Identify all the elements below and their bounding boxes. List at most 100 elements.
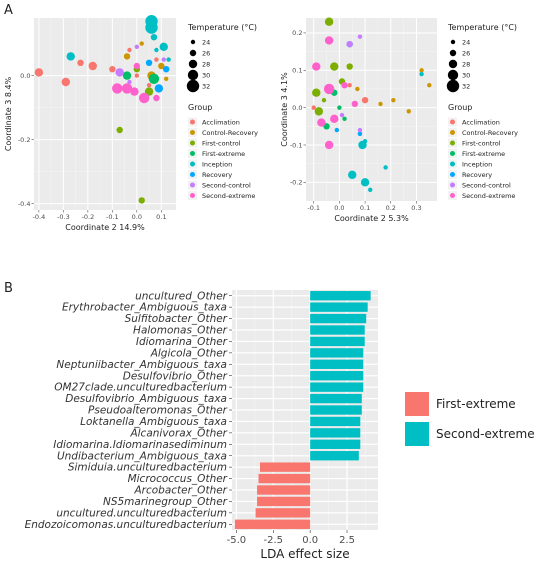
legend-size-key: [187, 69, 199, 81]
data-point: [116, 126, 123, 134]
data-point: [146, 83, 152, 88]
bar: [310, 393, 362, 404]
legend-swatch: [405, 392, 429, 416]
x-axis-title: LDA effect size: [260, 547, 349, 561]
legend-group-label: Recovery: [462, 171, 492, 179]
legend-color-key: [450, 161, 455, 167]
data-point: [77, 59, 84, 66]
bar: [310, 302, 368, 312]
data-point: [330, 62, 339, 71]
data-point: [357, 34, 363, 39]
data-point: [112, 83, 123, 94]
data-point: [66, 52, 75, 61]
bar: [257, 496, 311, 507]
legend-group-label: First-extreme: [462, 150, 505, 158]
legend-size-key: [189, 49, 197, 57]
bar: [310, 291, 371, 301]
category-label: Arcobacter_Other: [133, 485, 227, 497]
x-axis-title: Coordinate 2 14.9%: [65, 223, 145, 232]
legend-size-label: 24: [202, 38, 210, 46]
data-point: [34, 68, 44, 77]
data-point: [127, 79, 132, 85]
category-label: Halomonas_Other: [133, 325, 228, 337]
category-label: Algicola_Other: [150, 347, 228, 359]
legend-size-key: [450, 39, 456, 45]
panel-a-label: A: [4, 3, 13, 18]
legend-size-key: [449, 49, 457, 57]
legend-color-key: [190, 151, 195, 156]
data-point: [348, 170, 357, 180]
legend-a2: Temperature (°C) 24 26 28 30 32 Group Acclimati…: [446, 23, 518, 200]
data-point: [346, 40, 353, 48]
data-point: [419, 68, 424, 73]
bar: [258, 473, 311, 484]
legend-color-key: [450, 172, 455, 177]
data-point: [159, 42, 168, 51]
bar: [310, 313, 367, 324]
category-label: Neptuniibacter_Ambiguous_taxa: [56, 359, 227, 371]
data-point: [311, 105, 316, 110]
data-point: [321, 97, 327, 103]
panel-b-label: B: [4, 281, 13, 296]
legend-group-label: Second-control: [462, 181, 511, 189]
data-point: [154, 84, 164, 93]
legend-size-label: 26: [462, 49, 470, 57]
legend-label: First-extreme: [436, 397, 516, 411]
legend-color-key: [450, 119, 455, 125]
legend-group-label: Control-Recovery: [202, 129, 258, 137]
bar: [310, 439, 361, 449]
data-point: [166, 57, 171, 62]
x-tick-label: 0.0: [132, 213, 142, 221]
x-tick-label: -5.0: [227, 535, 247, 546]
data-point: [138, 92, 150, 104]
data-point: [419, 71, 424, 77]
bar: [310, 325, 365, 335]
legend-size-key: [447, 69, 459, 81]
data-point: [324, 140, 334, 150]
plot-background: [306, 18, 437, 201]
data-point: [314, 107, 324, 116]
legend-group-label: Recovery: [202, 171, 232, 179]
legend-group-title: Group: [448, 103, 472, 112]
data-point: [357, 127, 363, 133]
data-point: [427, 83, 432, 88]
legend-color-key: [450, 130, 455, 135]
x-tick-label: -0.2: [82, 213, 95, 221]
legend-group-label: Control-Recovery: [462, 129, 518, 137]
legend-size-label: 28: [202, 60, 210, 68]
legend-color-key: [190, 161, 195, 167]
data-point: [368, 187, 373, 192]
legend-label: Second-extreme: [436, 427, 535, 441]
legend-size-label: 30: [202, 71, 210, 79]
category-label: Idiomarina_Other: [136, 336, 228, 348]
category-label: Alcanivorax_Other: [129, 427, 227, 439]
bar-chart-b: -5.0 -2.5 0.0 2.5 uncultured_OtherErythrobac…: [25, 290, 378, 561]
x-tick-label: 2.5: [339, 535, 355, 546]
legend-color-key: [190, 140, 195, 146]
bar: [234, 519, 311, 529]
data-point: [361, 96, 369, 104]
y-tick-label: -0.1: [290, 141, 303, 149]
x-tick-label: -0.3: [57, 213, 70, 221]
data-point: [323, 83, 335, 95]
data-point: [123, 53, 131, 60]
category-label: Simiduia.unculturedbacterium: [68, 462, 227, 474]
data-point: [391, 97, 396, 103]
data-point: [317, 118, 326, 127]
data-point: [88, 61, 97, 71]
data-point: [139, 41, 144, 46]
data-point: [145, 21, 158, 34]
data-point: [406, 109, 411, 114]
data-point: [109, 66, 116, 73]
category-label: Pseudoalteromonas_Other: [88, 405, 228, 417]
category-label: Endozoicomonas.unculturedbacterium: [25, 519, 227, 531]
legend-group-label: First-extreme: [202, 150, 245, 158]
data-point: [346, 63, 353, 70]
legend-color-key: [190, 119, 195, 125]
data-point: [163, 66, 170, 73]
y-tick-label: 0.1: [292, 67, 302, 75]
bar: [310, 371, 364, 381]
data-point: [358, 140, 367, 150]
data-point: [150, 34, 158, 41]
data-point: [357, 131, 363, 136]
